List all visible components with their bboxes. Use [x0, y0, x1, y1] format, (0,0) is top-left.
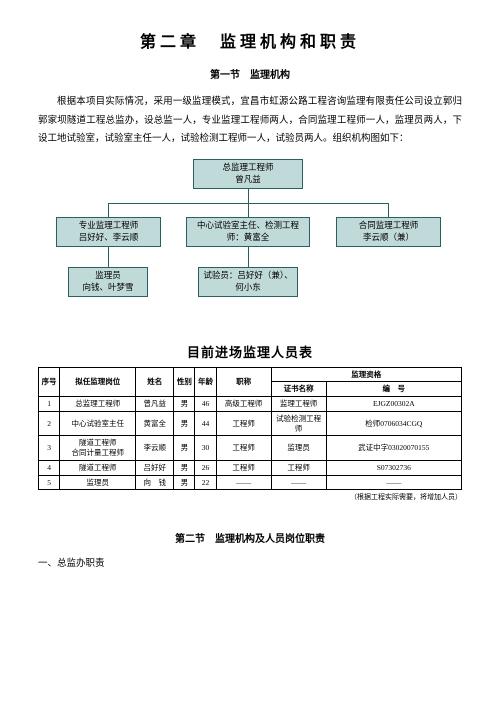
cell-cert_name: 工程师	[271, 460, 326, 475]
cell-gender: 男	[174, 475, 195, 490]
th-seq: 序号	[39, 367, 60, 397]
node-prof-eng: 专业监理工程师 吕好好、李云顺	[56, 217, 161, 247]
table-row: 5监理员向 钱男22——————	[39, 475, 462, 490]
th-title: 职称	[216, 367, 271, 397]
node-label: 中心试验室主任、检测工程师：黄富全	[189, 220, 307, 243]
section2-title: 第二节 监理机构及人员岗位职责	[38, 530, 462, 545]
cell-age: 30	[195, 436, 216, 461]
cell-gender: 男	[174, 460, 195, 475]
node-label: 试验员：吕好好（兼）、何小东	[201, 270, 295, 293]
cell-cert_no: ——	[326, 475, 461, 490]
org-chart: 总监理工程师 曾凡益 专业监理工程师 吕好好、李云顺 中心试验室主任、检测工程师…	[38, 159, 462, 334]
node-lab-chief: 中心试验室主任、检测工程师：黄富全	[186, 217, 310, 247]
cell-name: 黄富全	[136, 411, 174, 436]
personnel-table: 序号 拟任监理岗位 姓名 性别 年龄 职称 监理资格 证书名称 编 号 1总监理…	[38, 367, 462, 491]
table-row: 4隧道工程师吕好好男26工程师工程师S07302736	[39, 460, 462, 475]
cell-post: 隧道工程师	[60, 460, 136, 475]
cell-cert_name: 监理员	[271, 436, 326, 461]
table-note: （根据工程实际需要，将增加人员）	[38, 492, 462, 502]
cell-title: 高级工程师	[216, 397, 271, 412]
cell-seq: 2	[39, 411, 60, 436]
node-tester: 试验员：吕好好（兼）、何小东	[198, 267, 298, 297]
sub-heading: 一、总监办职责	[38, 555, 462, 569]
th-cert-no: 编 号	[326, 382, 461, 397]
th-cert-name: 证书名称	[271, 382, 326, 397]
chapter-title: 第二章 监理机构和职责	[38, 28, 462, 52]
table-row: 1总监理工程师曾凡益男46高级工程师监理工程师EJGZ00302A	[39, 397, 462, 412]
cell-name: 曾凡益	[136, 397, 174, 412]
cell-gender: 男	[174, 411, 195, 436]
table-title: 目前进场监理人员表	[38, 342, 462, 361]
cell-age: 26	[195, 460, 216, 475]
cell-post: 总监理工程师	[60, 397, 136, 412]
node-name: 曾凡益	[196, 174, 300, 185]
cell-age: 22	[195, 475, 216, 490]
th-age: 年龄	[195, 367, 216, 397]
node-role: 合同监理工程师	[339, 220, 438, 231]
cell-cert_no: EJGZ00302A	[326, 397, 461, 412]
cell-cert_no: S07302736	[326, 460, 461, 475]
th-qual: 监理资格	[271, 367, 461, 382]
th-name: 姓名	[136, 367, 174, 397]
cell-seq: 5	[39, 475, 60, 490]
node-chief: 总监理工程师 曾凡益	[193, 159, 303, 189]
th-post: 拟任监理岗位	[60, 367, 136, 397]
cell-post: 隧道工程师合同计量工程师	[60, 436, 136, 461]
cell-cert_name: 试验检测工程师	[271, 411, 326, 436]
cell-seq: 1	[39, 397, 60, 412]
node-name: 吕好好、李云顺	[59, 232, 158, 243]
cell-name: 向 钱	[136, 475, 174, 490]
node-role: 监理员	[71, 270, 145, 281]
cell-age: 44	[195, 411, 216, 436]
node-contract-eng: 合同监理工程师 李云顺（兼）	[336, 217, 441, 247]
section-title: 第一节 监理机构	[38, 66, 462, 81]
cell-cert_no: 武证中字03020070155	[326, 436, 461, 461]
th-gender: 性别	[174, 367, 195, 397]
cell-cert_no: 检师0706034CGQ	[326, 411, 461, 436]
cell-post: 监理员	[60, 475, 136, 490]
cell-title: 工程师	[216, 436, 271, 461]
cell-cert_name: ——	[271, 475, 326, 490]
node-name: 向钱、叶梦雪	[71, 282, 145, 293]
table-row: 2中心试验室主任黄富全男44工程师试验检测工程师检师0706034CGQ	[39, 411, 462, 436]
cell-title: ——	[216, 475, 271, 490]
cell-gender: 男	[174, 436, 195, 461]
cell-title: 工程师	[216, 460, 271, 475]
node-role: 总监理工程师	[196, 162, 300, 173]
node-name: 李云顺（兼）	[339, 232, 438, 243]
intro-paragraph: 根据本项目实际情况，采用一级监理模式，宜昌市虹源公路工程咨询监理有限责任公司设立…	[38, 93, 462, 149]
cell-name: 吕好好	[136, 460, 174, 475]
node-role: 专业监理工程师	[59, 220, 158, 231]
cell-age: 46	[195, 397, 216, 412]
cell-title: 工程师	[216, 411, 271, 436]
cell-gender: 男	[174, 397, 195, 412]
table-row: 3隧道工程师合同计量工程师李云顺男30工程师监理员武证中字03020070155	[39, 436, 462, 461]
cell-cert_name: 监理工程师	[271, 397, 326, 412]
cell-seq: 3	[39, 436, 60, 461]
cell-post: 中心试验室主任	[60, 411, 136, 436]
node-supervisor: 监理员 向钱、叶梦雪	[68, 267, 148, 297]
cell-name: 李云顺	[136, 436, 174, 461]
cell-seq: 4	[39, 460, 60, 475]
